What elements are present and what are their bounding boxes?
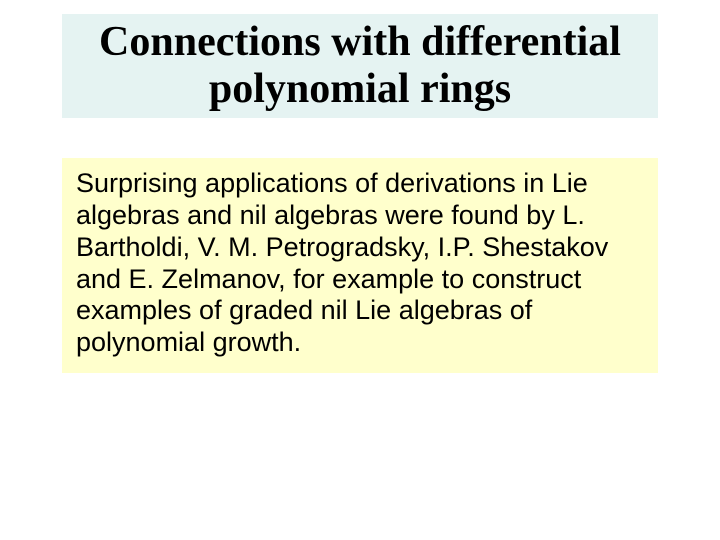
body-box: Surprising applications of derivations i… (62, 158, 658, 373)
slide-body: Surprising applications of derivations i… (76, 168, 644, 359)
slide: Connections with differential polynomial… (0, 0, 720, 540)
title-box: Connections with differential polynomial… (62, 14, 658, 118)
slide-title: Connections with differential polynomial… (62, 19, 658, 113)
